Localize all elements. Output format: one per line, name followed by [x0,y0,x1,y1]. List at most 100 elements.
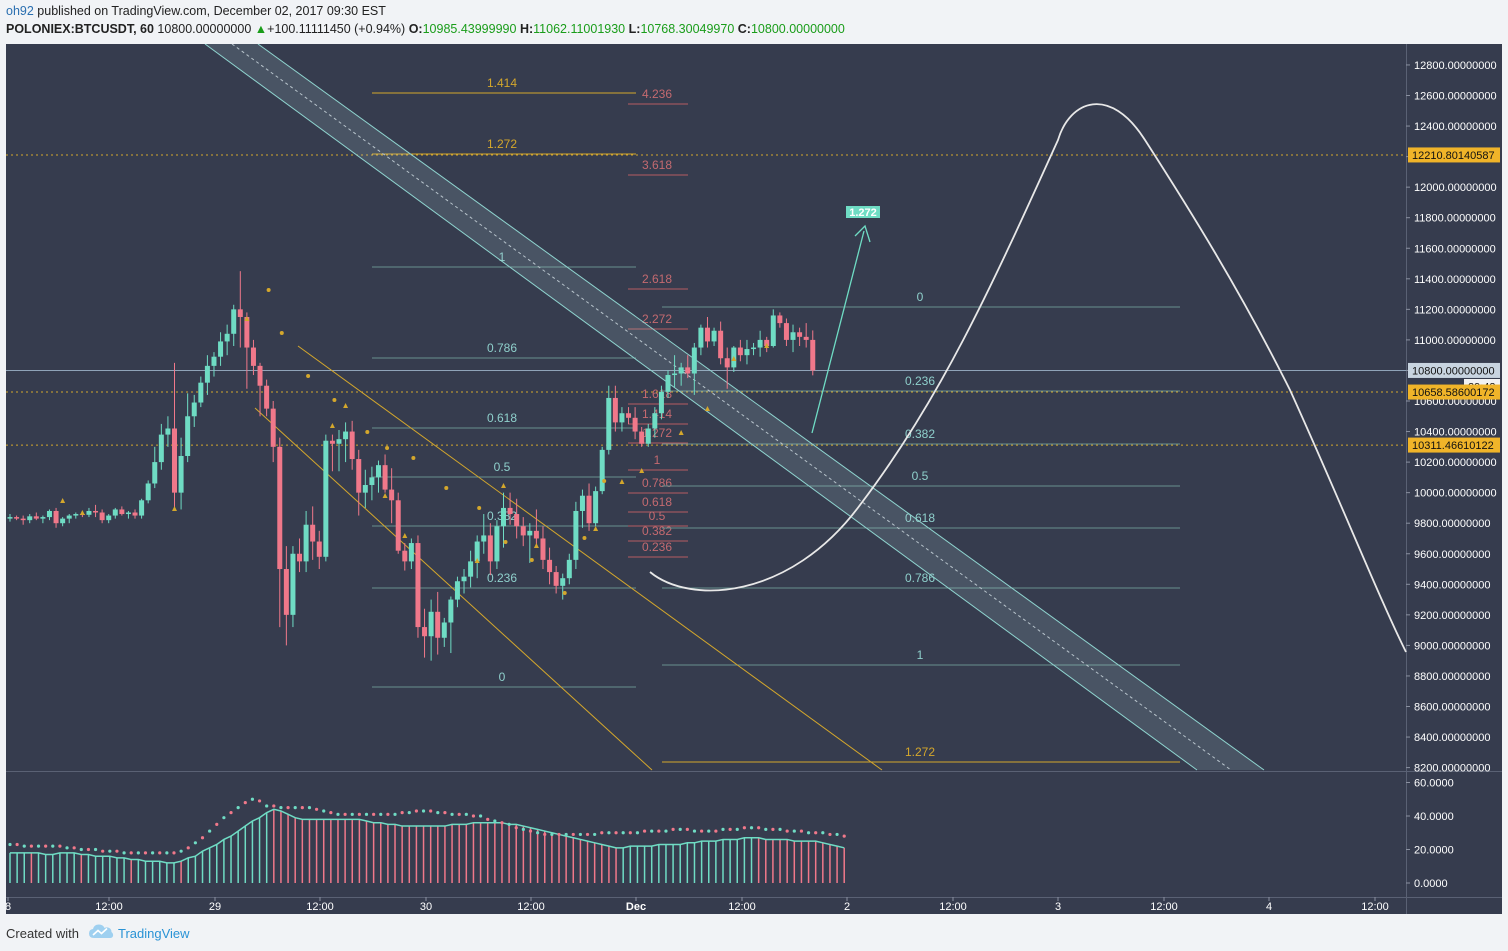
indicator-dot [51,844,55,848]
candle-body [454,581,460,600]
candle [389,468,395,524]
indicator-dot [614,831,618,835]
candle-body [297,553,303,562]
candle-body [468,561,474,577]
candle-body [527,530,533,536]
candle [165,416,171,447]
fractal-marker [474,558,480,563]
indicator-dot [792,829,796,833]
price-chart[interactable]: 1.4141.27210.7860.6180.50.3820.23604.236… [6,44,1502,914]
indicator-dot [279,806,283,810]
indicator-dot [814,831,818,835]
indicator-tick-label: 60.0000 [1414,778,1454,790]
chart-area[interactable]: 1.4141.27210.7860.6180.50.3820.23604.236… [6,44,1502,914]
candle [395,492,401,554]
fractal-marker [533,543,539,548]
indicator-dot [336,812,340,816]
candle-body [533,530,539,539]
indicator-dot [821,831,825,835]
indicator-dot [714,829,718,833]
candle-body [40,517,46,519]
price-axis-label: 12210.80140587 [1412,150,1495,162]
fractal-marker [764,343,770,348]
fib-ext-label: 3.618 [642,158,672,172]
candle [507,492,513,525]
candle-body [93,510,99,513]
indicator-dot [564,832,568,837]
indicator-dot [172,851,176,855]
candle-body [66,515,72,519]
tradingview-link[interactable]: TradingView [118,926,190,941]
candle [139,498,145,519]
indicator-dot [222,816,226,820]
indicator-dot [165,851,169,855]
indicator-dot [215,822,219,826]
indicator-dot [79,847,83,852]
indicator-dot [372,812,376,816]
indicator-dot [536,831,540,835]
price-tick-label: 12800.00000000 [1414,60,1497,72]
candle [645,423,651,447]
indicator-dot [122,851,126,855]
candle-body [191,402,197,417]
indicator-dot [193,841,197,845]
indicator-dot [379,812,383,816]
price-tick-label: 9600.00000000 [1414,549,1490,561]
candle [751,342,757,356]
candle-body [461,576,467,582]
candle-body [737,347,743,356]
candle [244,312,250,389]
candle-body [27,516,33,521]
price-tick-label: 12000.00000000 [1414,182,1497,194]
candle [606,385,612,455]
time-tick-label: 12:00 [306,901,334,913]
indicator-dot [250,797,255,801]
candle [20,515,26,525]
candle [514,498,520,539]
indicator-dot [550,832,554,837]
price-change: +100.11111450 (+0.94%) [267,22,406,36]
candle-body [441,622,447,638]
fib-level-label: 0 [499,670,506,684]
candle-body [751,347,757,350]
indicator-dot [771,827,775,832]
candle-body [382,465,388,490]
candle [349,420,355,470]
candle-body [632,417,638,432]
price-tick-label: 10400.00000000 [1414,427,1497,439]
indicator-dot [642,829,647,833]
fractal-dot [279,331,284,335]
fractal-marker [172,506,177,511]
fractal-dot [503,540,508,544]
price-tick-label: 11800.00000000 [1414,213,1496,225]
candle-body [724,358,730,368]
candle-body [711,330,717,342]
price-axis-label-bg [1408,147,1500,163]
candle [198,376,204,408]
candle-body [224,333,230,342]
fib-level-label: 0.618 [905,511,935,525]
channel-midline [231,44,1232,771]
candle-body [283,569,289,615]
indicator-dot [478,814,483,818]
symbol-label[interactable]: POLONIEX:BTCUSDT, 60 [6,22,154,36]
fractal-dot [411,456,416,460]
candle-body [790,332,796,340]
candle [619,407,625,432]
time-tick-label: Dec [626,901,646,913]
candle-body [474,541,480,562]
time-tick-label: 12:00 [1150,901,1178,913]
author-link[interactable]: oh92 [6,4,34,18]
candle [704,316,710,348]
candle-body [60,518,66,524]
candle-body [494,526,500,562]
candle-body [619,413,625,423]
grid [6,44,1502,914]
candle [158,423,164,470]
fib-ext-label: 2.272 [642,312,672,326]
close-label: C: [737,22,751,36]
indicator-dot [386,812,390,816]
candle [316,530,322,570]
publish-info: published on TradingView.com, December 0… [37,4,386,18]
indicator-dot [200,836,205,840]
